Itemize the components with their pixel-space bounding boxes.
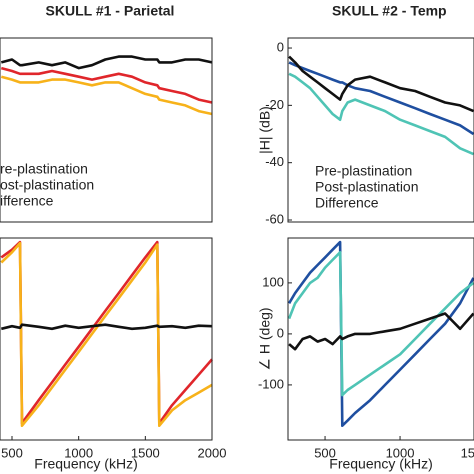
plot-frame	[287, 237, 474, 441]
legend-label: Difference	[315, 195, 379, 211]
y-tick-label: -40	[265, 154, 284, 169]
legend-label: ost-plastination	[0, 177, 94, 193]
series-line	[0, 240, 213, 425]
y-axis-label: |H| (dB)	[257, 106, 273, 154]
y-tick-label: -100	[258, 376, 284, 391]
x-tick-label: 1500	[131, 445, 160, 460]
y-tick-label: 100	[262, 274, 284, 289]
series-line	[0, 75, 213, 116]
series-line	[0, 66, 213, 104]
series-line	[287, 240, 474, 428]
chart-title: SKULL #2 - Temp	[332, 3, 447, 19]
y-tick-label: 0	[277, 39, 284, 54]
series-line	[287, 251, 474, 397]
x-tick-label: 1000	[64, 445, 93, 460]
x-tick-label: 500	[314, 445, 336, 460]
plot-frame	[0, 237, 213, 441]
chart-title: SKULL #1 - Parietal	[46, 3, 175, 19]
y-axis-label: ∠ H (deg)	[257, 307, 273, 370]
plot-frame	[287, 37, 474, 223]
series-line	[288, 55, 474, 113]
legend-label: Post-plastination	[315, 179, 419, 195]
legend-label: re-plastination	[0, 161, 88, 177]
legend-label: ifference	[0, 193, 54, 209]
y-tick-label: 0	[277, 325, 284, 340]
x-tick-label: 2000	[198, 445, 227, 460]
series-line	[288, 61, 474, 136]
plot-frame	[0, 37, 213, 223]
y-tick-label: -60	[265, 211, 284, 226]
x-tick-label: 1500	[461, 445, 474, 460]
series-line	[288, 312, 474, 351]
legend-label: Pre-plastination	[315, 163, 412, 179]
series-line	[0, 55, 213, 70]
series-line	[0, 241, 213, 428]
x-axis-label: Frequency (kHz)	[34, 456, 137, 472]
series-line	[288, 72, 474, 156]
x-tick-label: 500	[1, 445, 23, 460]
series-line	[0, 323, 213, 331]
x-tick-label: 1000	[386, 445, 415, 460]
y-tick-label: -20	[265, 97, 284, 112]
x-axis-label: Frequency (kHz)	[329, 456, 432, 472]
